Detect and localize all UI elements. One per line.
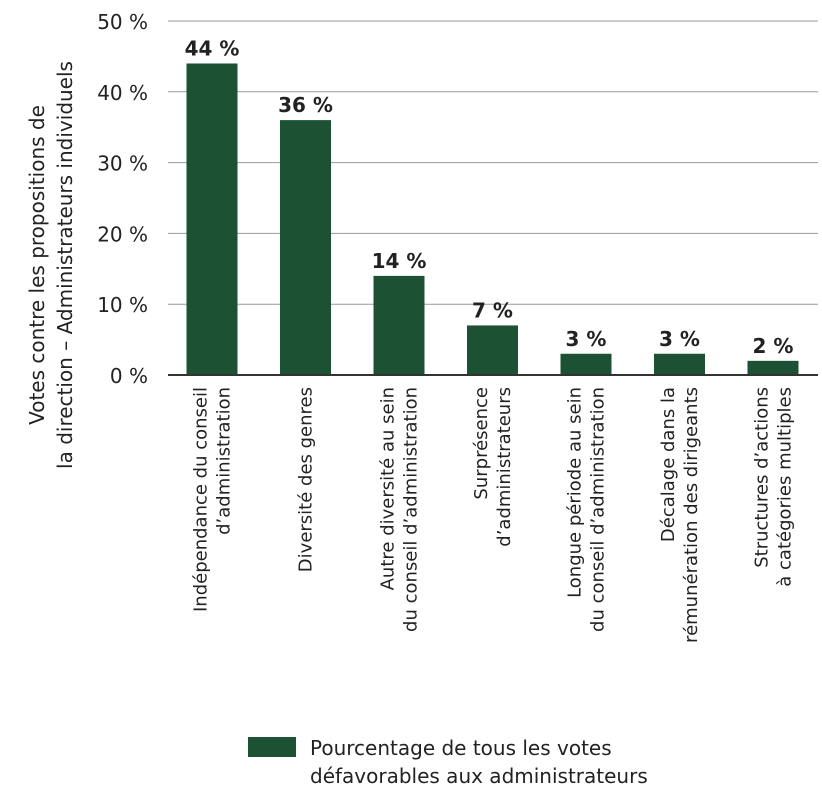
bar bbox=[467, 325, 518, 375]
data-label: 44 % bbox=[185, 36, 240, 60]
y-tick-label: 10 % bbox=[97, 293, 148, 317]
bar bbox=[186, 63, 238, 375]
axes: 0 % 10 % 20 % 30 % 40 % 50 % Indépendance du c… bbox=[97, 10, 818, 643]
legend-label-line: Pourcentage de tous les votes bbox=[310, 736, 612, 760]
x-category-label-line: à catégories multiples bbox=[775, 387, 796, 587]
x-category-label: Diversité des genres bbox=[296, 387, 317, 572]
x-category-label-line: d’administration bbox=[214, 387, 235, 535]
data-label: 14 % bbox=[372, 249, 427, 273]
x-category-label-line: Indépendance du conseil bbox=[191, 387, 212, 612]
y-tick-label: 0 % bbox=[110, 364, 148, 388]
y-tick-label: 20 % bbox=[97, 222, 148, 246]
bar bbox=[560, 353, 612, 375]
legend-label-line: défavorables aux administrateurs bbox=[310, 764, 648, 788]
x-category-label: Surprésence d’administrateurs bbox=[471, 387, 515, 547]
bar bbox=[280, 120, 331, 376]
gridlines bbox=[168, 20, 818, 305]
x-category-label-line: Surprésence bbox=[471, 387, 492, 500]
y-axis-title-line: Votes contre les propositions de bbox=[25, 105, 49, 425]
x-category-label: Structures d’actions à catégories multipl… bbox=[752, 387, 796, 587]
x-category-label-line: Structures d’actions bbox=[752, 387, 773, 568]
x-category-label-line: Longue période au sein bbox=[565, 387, 586, 598]
y-tick-label: 30 % bbox=[97, 152, 148, 176]
x-category-label: Autre diversité au sein du conseil d’admi… bbox=[378, 387, 422, 632]
data-label: 7 % bbox=[472, 298, 513, 322]
y-tick-label: 40 % bbox=[97, 81, 148, 105]
data-label: 3 % bbox=[566, 327, 607, 351]
legend: Pourcentage de tous les votes défavorable… bbox=[248, 736, 648, 788]
x-category-label-line: Diversité des genres bbox=[296, 387, 317, 572]
x-category-label-line: Décalage dans la bbox=[658, 387, 679, 542]
data-label: 3 % bbox=[659, 327, 700, 351]
bar bbox=[654, 353, 705, 375]
bars: 44 % 36 % 14 % 7 % 3 % 3 % 2 % bbox=[185, 36, 799, 376]
x-category-label-line: rémunération des dirigeants bbox=[681, 387, 702, 643]
x-category-label-line: d’administrateurs bbox=[494, 387, 515, 547]
bar bbox=[747, 360, 799, 375]
y-axis-title: Votes contre les propositions de la direc… bbox=[25, 61, 77, 469]
x-category-label-line: Autre diversité au sein bbox=[378, 387, 399, 590]
x-category-label: Décalage dans la rémunération des dirigea… bbox=[658, 387, 702, 643]
x-category-label-line: du conseil d’administration bbox=[401, 387, 422, 632]
x-category-label-line: du conseil d’administration bbox=[588, 387, 609, 632]
data-label: 36 % bbox=[278, 93, 333, 117]
x-category-label: Indépendance du conseil d’administration bbox=[191, 387, 235, 612]
legend-swatch bbox=[248, 737, 296, 757]
data-label: 2 % bbox=[753, 334, 794, 358]
y-tick-label: 50 % bbox=[97, 10, 148, 34]
bar bbox=[373, 275, 425, 375]
x-category-label: Longue période au sein du conseil d’admin… bbox=[565, 387, 609, 632]
y-axis-title-group: Votes contre les propositions de la direc… bbox=[25, 61, 77, 469]
y-axis-title-line: la direction – Administrateurs individue… bbox=[53, 61, 77, 469]
